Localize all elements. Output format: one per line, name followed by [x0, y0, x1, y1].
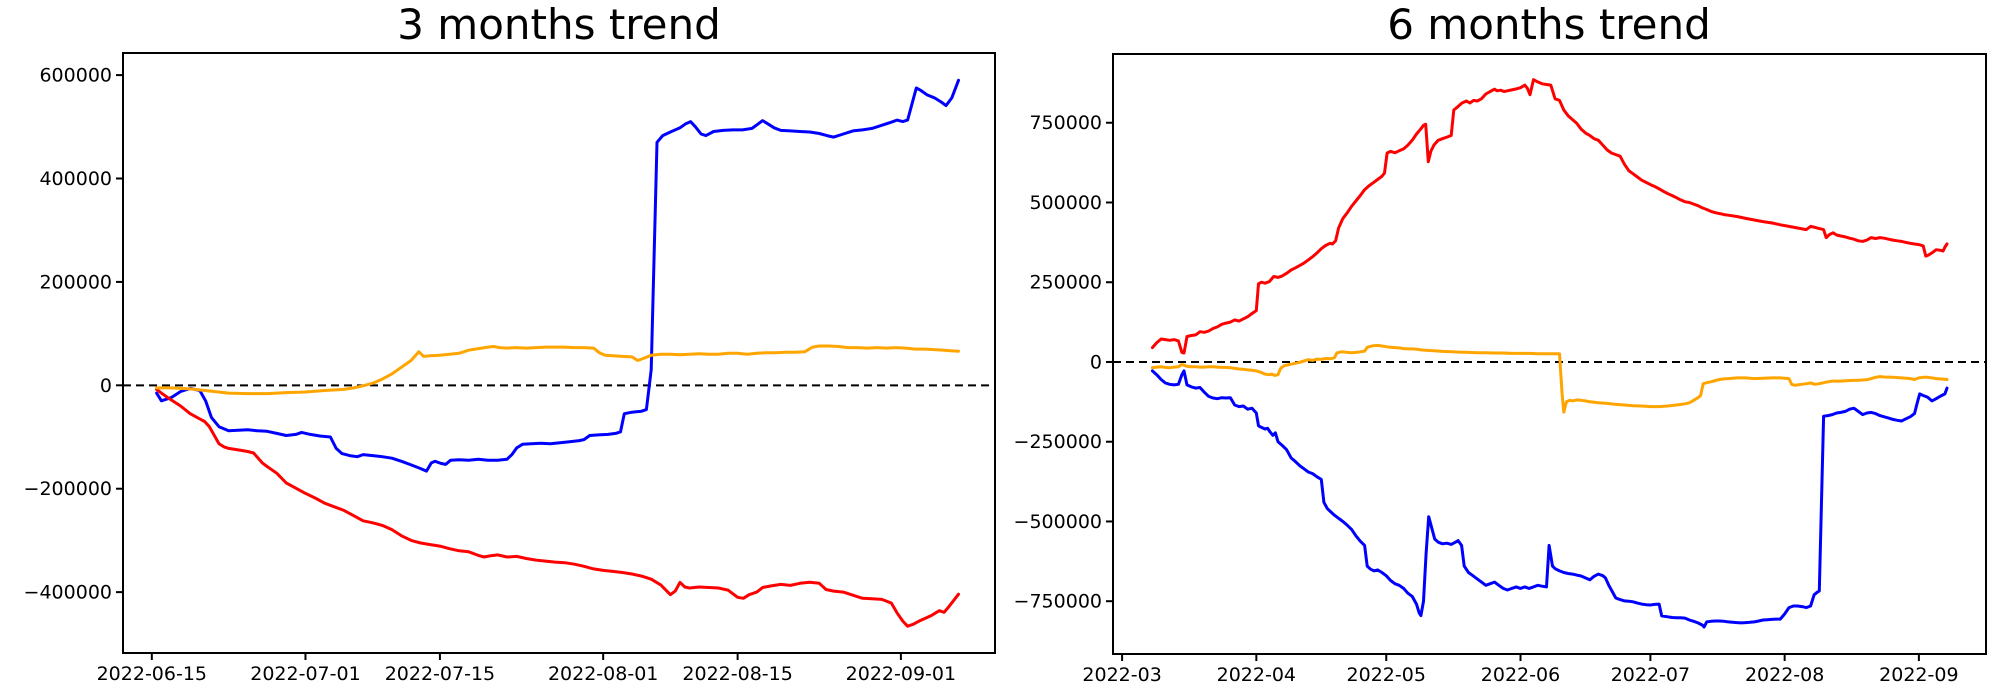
x-tick-label: 2022-08-15	[682, 663, 792, 685]
y-tick-label: 400000	[39, 168, 112, 190]
y-tick-label: −750000	[1014, 591, 1102, 613]
y-tick-label: 0	[100, 375, 112, 397]
chart-1: 2022-03 2022-04 2022-05 2022-06 2022-07 2022-…	[1014, 53, 1987, 686]
chart-title-3-months: 3 months trend	[397, 0, 721, 49]
series-orange-line	[1150, 343, 1949, 414]
y-tick-label: 500000	[1029, 192, 1102, 214]
y-tick-label: −400000	[24, 582, 112, 604]
x-tick-label: 2022-08-01	[548, 663, 658, 685]
y-tick-label: −250000	[1014, 431, 1102, 453]
x-tick-label: 2022-08	[1745, 664, 1824, 686]
x-tick-label: 2022-07-01	[250, 663, 360, 685]
y-tick-label: 750000	[1029, 112, 1102, 134]
series-blue-line	[1150, 369, 1949, 629]
x-tick-label: 2022-05	[1347, 664, 1426, 686]
plot-spines	[1112, 53, 1987, 655]
y-tick-label: 0	[1090, 351, 1102, 373]
x-tick-label: 2022-06	[1481, 664, 1560, 686]
y-tick-label: 600000	[39, 65, 112, 87]
y-tick-label: 250000	[1029, 272, 1102, 294]
x-tick-label: 2022-03	[1082, 664, 1161, 686]
plot-spines	[122, 52, 996, 654]
series-orange-line	[155, 344, 960, 396]
y-tick-label: −500000	[1014, 511, 1102, 533]
series-red-line	[1150, 78, 1949, 355]
x-tick-label: 2022-07-15	[385, 663, 495, 685]
series-blue-line	[155, 78, 960, 473]
y-tick-label: 200000	[39, 271, 112, 293]
series-red-line	[155, 387, 960, 628]
y-tick-label: −200000	[24, 478, 112, 500]
x-tick-label: 2022-06-15	[97, 663, 207, 685]
chart-0: 2022-06-15 2022-07-01 2022-07-15 2022-08-01…	[24, 52, 996, 685]
x-tick-label: 2022-07	[1611, 664, 1690, 686]
chart-title-6-months: 6 months trend	[1387, 0, 1711, 49]
x-tick-label: 2022-09-01	[846, 663, 956, 685]
x-tick-label: 2022-04	[1217, 664, 1296, 686]
x-tick-label: 2022-09	[1879, 664, 1958, 686]
